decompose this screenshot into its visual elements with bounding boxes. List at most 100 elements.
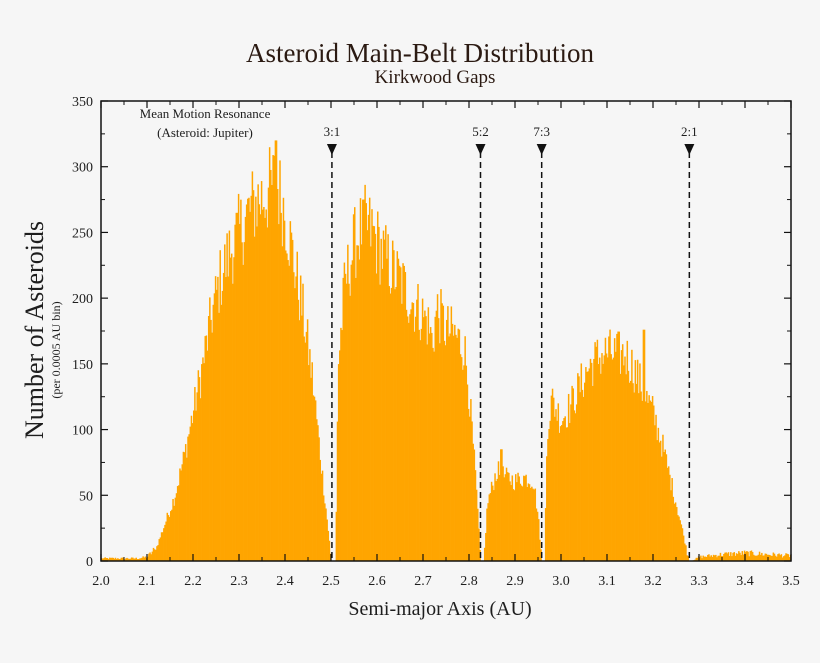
histogram-bar xyxy=(366,230,369,561)
histogram-bar xyxy=(708,554,710,561)
histogram-bar xyxy=(526,486,528,561)
histogram-bar xyxy=(749,551,752,561)
histogram-bar xyxy=(211,332,213,561)
histogram-bar xyxy=(547,439,549,561)
histogram-bar xyxy=(351,260,354,561)
histogram-bar xyxy=(199,398,202,561)
histogram-bar xyxy=(306,319,309,561)
histogram-bar xyxy=(487,503,489,561)
histogram-bar xyxy=(667,466,670,561)
histogram-bar xyxy=(322,495,325,561)
histogram-bar xyxy=(494,473,496,561)
histogram-bar xyxy=(520,485,523,561)
histogram-bar xyxy=(359,198,362,561)
histogram-bar xyxy=(781,557,784,561)
histogram-bar xyxy=(565,427,568,561)
histogram-bar xyxy=(255,196,257,561)
histogram-bar xyxy=(621,344,624,561)
y-tick-label: 200 xyxy=(72,292,93,307)
histogram-bar xyxy=(679,520,681,561)
histogram-bar xyxy=(643,329,646,561)
y-axis: 0 50 100 150 200 250 300 350 xyxy=(72,95,791,570)
histogram-bar xyxy=(196,392,198,561)
histogram-bar xyxy=(598,357,601,561)
histogram-bar xyxy=(467,408,470,561)
histogram-bar xyxy=(536,511,539,561)
histogram-bar xyxy=(762,555,764,561)
histogram-bar xyxy=(143,557,146,561)
histogram-bar xyxy=(582,396,585,561)
histogram-bar xyxy=(260,181,263,561)
histogram-bar xyxy=(742,554,745,561)
histogram-bar xyxy=(272,155,274,562)
histogram-bar xyxy=(175,493,178,561)
histogram-bar xyxy=(128,558,131,561)
histogram-bar xyxy=(324,503,326,561)
histogram-bar xyxy=(118,558,120,561)
x-tick-label: 2.1 xyxy=(138,574,156,589)
histogram-bar xyxy=(188,434,190,561)
histogram-bar xyxy=(377,211,379,561)
histogram-bar xyxy=(771,555,773,561)
histogram-bar xyxy=(176,486,179,561)
histogram-bar xyxy=(763,555,765,561)
histogram-bar xyxy=(396,251,399,561)
histogram-bar xyxy=(362,199,364,561)
histogram-bar xyxy=(681,528,684,561)
histogram-bar xyxy=(425,316,427,561)
histogram-bar xyxy=(663,452,665,561)
histogram-bar xyxy=(525,474,527,561)
histogram-bar xyxy=(379,284,381,561)
histogram-bar xyxy=(368,197,371,561)
histogram-bar xyxy=(319,459,321,561)
histogram-bar xyxy=(563,418,565,561)
histogram-bar xyxy=(189,426,192,561)
resonance-marker-icon xyxy=(475,144,486,155)
histogram-bar xyxy=(626,340,629,561)
histogram-bar xyxy=(104,557,106,561)
chart-title: Asteroid Main-Belt Distribution xyxy=(246,38,594,68)
histogram-bar xyxy=(275,140,278,561)
histogram-bar xyxy=(256,226,258,561)
histogram-bar xyxy=(391,240,394,561)
histogram-bar xyxy=(217,276,219,561)
histogram-bar xyxy=(170,511,172,561)
histogram-bar xyxy=(727,552,730,561)
histogram-bar xyxy=(157,545,159,561)
histogram-bar xyxy=(420,328,423,561)
histogram-bar xyxy=(528,484,531,561)
histogram-bar xyxy=(210,319,212,561)
histogram-bar xyxy=(471,421,473,561)
histogram-bar xyxy=(387,234,389,561)
histogram-bar xyxy=(227,276,229,561)
histogram-bar xyxy=(678,516,680,561)
x-axis-label: Semi-major Axis (AU) xyxy=(348,598,531,620)
histogram-bar xyxy=(119,558,121,561)
histogram-bar xyxy=(219,250,221,561)
y-tick-label: 350 xyxy=(72,95,93,110)
x-tick-label: 3.5 xyxy=(782,574,800,589)
histogram-bar xyxy=(296,251,298,561)
histogram-bar xyxy=(535,508,538,561)
histogram-bar xyxy=(549,420,551,561)
histogram-bar xyxy=(382,230,385,561)
histogram-bar xyxy=(395,286,397,561)
histogram-bar xyxy=(348,283,350,561)
histogram-bar xyxy=(314,400,317,561)
histogram-bar xyxy=(172,499,174,561)
histogram-bar xyxy=(343,262,346,561)
histogram-bar xyxy=(253,236,256,561)
histogram-bar xyxy=(465,365,468,561)
histogram-bar xyxy=(709,556,711,561)
histogram-bar xyxy=(732,552,734,561)
histogram-bar xyxy=(264,217,266,562)
histogram-bar xyxy=(126,557,128,561)
histogram-bar xyxy=(298,320,301,561)
histogram-bar xyxy=(602,363,604,561)
histogram-bar xyxy=(550,395,553,561)
histogram-bar xyxy=(677,515,679,561)
histogram-bar xyxy=(321,470,324,561)
histogram-bar xyxy=(305,331,308,561)
histogram-bar xyxy=(538,519,540,561)
histogram-bar xyxy=(503,477,505,561)
